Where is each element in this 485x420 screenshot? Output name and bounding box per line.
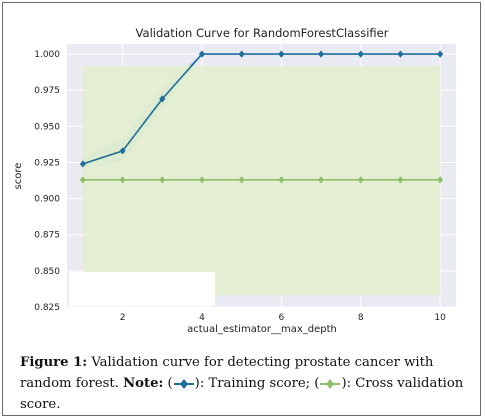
cv-point: [198, 176, 206, 184]
x-tick-label: 4: [199, 313, 205, 323]
train-point: [437, 50, 444, 58]
caption-open: (: [163, 376, 173, 391]
figure-caption: Figure 1: Validation curve for detecting…: [20, 352, 470, 415]
cv-point: [119, 176, 126, 184]
train-point: [238, 50, 245, 58]
y-tick-label: 0.975: [34, 86, 60, 96]
cv-point: [437, 176, 444, 184]
train-point: [198, 50, 206, 58]
train-point: [79, 160, 86, 168]
x-tick-label: 6: [278, 313, 284, 323]
y-tick-label: 1.000: [34, 50, 60, 60]
cv-legend-text: ): Cross validation score.: [20, 376, 464, 412]
x-tick-label: 2: [120, 313, 126, 323]
cv-point: [278, 176, 285, 184]
figure-label: Figure 1:: [20, 355, 88, 370]
x-tick-label: 10: [434, 313, 446, 323]
series-lines: [79, 50, 444, 184]
y-tick-label: 0.875: [34, 231, 60, 241]
y-tick-label: 0.850: [34, 267, 60, 277]
y-tick-labels: 0.825 0.850 0.875 0.900 0.925 0.950 0.975 1.000: [34, 50, 60, 313]
train-point: [397, 50, 404, 58]
confidence-bands: [82, 54, 441, 296]
note-label: Note:: [123, 376, 164, 391]
train-point: [119, 147, 126, 155]
cv-point: [159, 176, 166, 184]
train-line: [82, 53, 441, 165]
y-tick-label: 0.900: [34, 195, 60, 205]
x-tick-label: 8: [358, 313, 364, 323]
training-legend-marker: [173, 378, 194, 389]
cv-point: [397, 176, 404, 184]
chart-title: Validation Curve for RandomForestClassif…: [136, 26, 389, 40]
y-axis-label: score: [13, 163, 24, 190]
train-point: [159, 95, 166, 103]
caption-text: Validation curve for detecting prostate …: [20, 355, 434, 391]
y-tick-label: 0.925: [34, 158, 60, 168]
x-axis-label: actual_estimator__max_depth: [187, 324, 337, 335]
validation-curve-chart: Validation Curve for RandomForestClassif…: [13, 26, 456, 335]
cv-point: [317, 176, 325, 184]
occlusion-box: [69, 272, 215, 306]
cv-point: [357, 176, 364, 184]
y-tick-label: 0.825: [34, 303, 60, 313]
x-tick-labels: 2 4 6 8 10: [120, 313, 446, 323]
y-tick-label: 0.950: [34, 122, 60, 132]
cv-legend-marker: [320, 378, 341, 389]
cv-point: [79, 176, 86, 184]
train-point: [357, 50, 364, 58]
training-legend-text: ): Training score; (: [194, 376, 320, 391]
train-point: [317, 50, 325, 58]
train-point: [278, 50, 285, 58]
cv-point: [238, 176, 245, 184]
